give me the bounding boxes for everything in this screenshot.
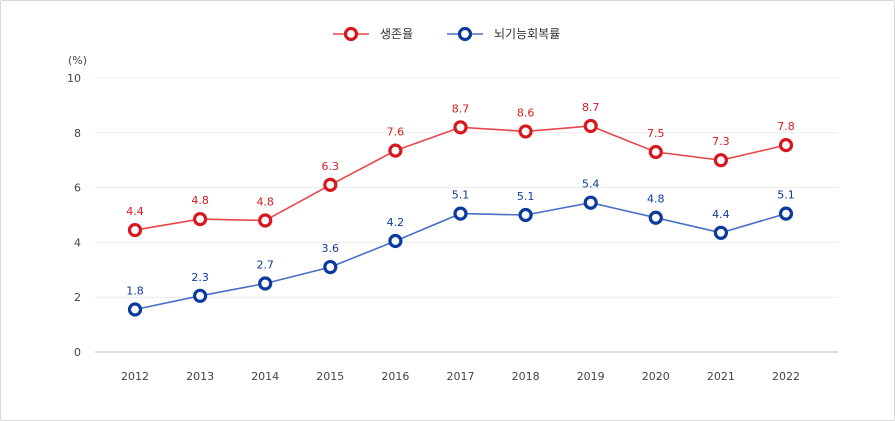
data-label: 8.6	[517, 106, 535, 119]
data-point	[127, 302, 143, 317]
data-point	[388, 233, 403, 249]
y-axis-ticks: 0 2 4 6 8 10	[67, 72, 81, 359]
data-label: 6.3	[322, 160, 340, 173]
x-tick-label: 2020	[642, 370, 670, 383]
data-label: 7.5	[647, 127, 665, 140]
x-tick-label: 2022	[772, 370, 800, 383]
data-label: 7.6	[387, 126, 405, 139]
x-tick-label: 2016	[381, 370, 409, 383]
legend-label: 생존율	[380, 27, 413, 41]
data-label: 5.1	[517, 190, 535, 203]
data-point	[453, 120, 468, 135]
data-point	[583, 195, 598, 210]
x-tick-label: 2013	[186, 370, 214, 383]
data-label: 7.8	[777, 120, 795, 133]
data-label: 5.1	[452, 189, 470, 202]
data-point	[713, 153, 729, 168]
gridlines	[95, 77, 838, 353]
series-points	[127, 118, 794, 317]
x-axis-ticks: 2012 2013 2014 2015 2016 2017 2018 2019 2020 2021…	[121, 370, 800, 383]
x-tick-label: 2014	[251, 370, 279, 383]
data-label: 5.1	[777, 189, 795, 202]
data-label: 7.3	[712, 135, 730, 148]
legend: 생존율 뇌기능회복률	[333, 26, 560, 42]
data-label: 5.4	[582, 178, 600, 191]
data-label: 4.8	[256, 195, 274, 208]
y-tick-label: 2	[74, 291, 81, 304]
y-tick-label: 10	[67, 72, 81, 85]
data-label: 2.7	[256, 259, 274, 272]
legend-marker	[343, 26, 359, 42]
x-tick-label: 2012	[121, 370, 149, 383]
data-label: 4.8	[191, 194, 209, 207]
data-label: 1.8	[126, 285, 144, 298]
data-point	[713, 225, 729, 240]
y-tick-label: 8	[74, 127, 81, 140]
data-point	[388, 143, 403, 158]
legend-item: 생존율	[333, 26, 413, 42]
x-tick-label: 2017	[447, 370, 475, 383]
data-point	[518, 124, 533, 139]
data-point	[778, 138, 794, 153]
data-point	[193, 288, 208, 303]
data-label: 4.4	[712, 208, 730, 221]
data-label: 8.7	[452, 102, 470, 115]
data-point	[323, 177, 338, 192]
data-label: 4.4	[126, 205, 144, 218]
data-label: 8.7	[582, 101, 600, 114]
data-label: 2.3	[191, 271, 209, 284]
y-tick-label: 6	[74, 182, 81, 195]
data-point	[193, 212, 208, 227]
data-point	[648, 144, 663, 160]
data-point	[258, 213, 273, 228]
x-tick-label: 2015	[316, 370, 344, 383]
data-point	[323, 259, 338, 275]
data-point	[583, 118, 598, 134]
data-label: 4.2	[387, 216, 405, 229]
legend-marker	[457, 26, 473, 42]
legend-label: 뇌기능회복률	[494, 27, 560, 41]
legend-item: 뇌기능회복률	[447, 26, 560, 42]
x-tick-label: 2019	[577, 370, 605, 383]
x-tick-label: 2018	[512, 370, 540, 383]
x-tick-label: 2021	[707, 370, 735, 383]
data-point	[453, 206, 468, 221]
data-point	[778, 206, 794, 221]
data-point	[518, 207, 533, 223]
data-point	[127, 222, 143, 238]
data-point	[258, 276, 273, 291]
data-label: 4.8	[647, 193, 665, 206]
y-tick-label: 0	[74, 346, 81, 359]
data-label: 3.6	[322, 242, 340, 255]
y-axis-unit-label: (%)	[68, 54, 87, 67]
data-point	[648, 210, 663, 225]
y-tick-label: 4	[74, 236, 81, 249]
data-labels: 4.4 4.8 4.8 6.3 7.6 8.7 8.6 8.7 7.5 7.3 7.8 1.8 2.3 2…	[126, 101, 795, 298]
